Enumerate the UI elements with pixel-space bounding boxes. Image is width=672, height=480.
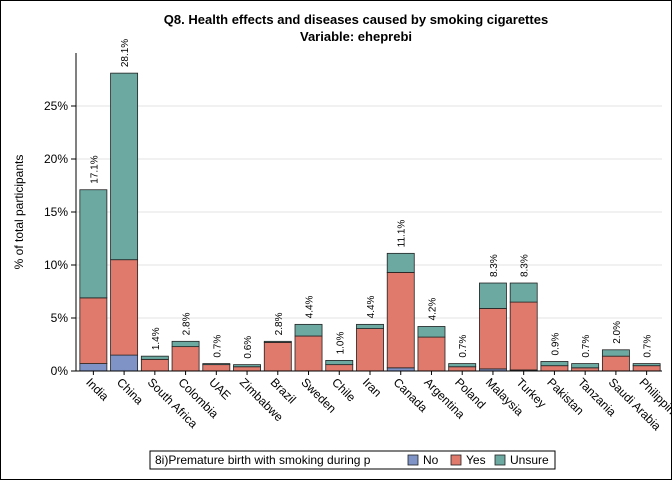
data-label: 17.1% bbox=[89, 155, 100, 183]
legend-swatch-yes bbox=[450, 454, 462, 466]
data-label: 0.7% bbox=[581, 335, 592, 358]
bar-segment-unsure bbox=[509, 282, 538, 303]
legend-label-unsure: Unsure bbox=[510, 453, 549, 467]
bar-segment-yes bbox=[509, 301, 538, 371]
bar-segment-unsure bbox=[571, 363, 600, 369]
legend-title: 8i)Premature birth with smoking during p bbox=[155, 453, 371, 467]
data-label: 0.7% bbox=[212, 335, 223, 358]
x-category-label: UAE bbox=[206, 375, 233, 402]
y-tick-label: 15% bbox=[44, 205, 68, 219]
data-label: 1.0% bbox=[335, 331, 346, 354]
bar-segment-no bbox=[110, 354, 139, 372]
bar-segment-unsure bbox=[294, 323, 323, 337]
bar-segment-yes bbox=[79, 297, 108, 364]
bar-segment-unsure bbox=[110, 72, 139, 261]
bar-segment-yes bbox=[632, 365, 661, 372]
y-tick-label: 10% bbox=[44, 258, 68, 272]
data-label: 1.4% bbox=[151, 327, 162, 350]
x-category-label: Iran bbox=[360, 375, 385, 400]
bar-segment-yes bbox=[110, 259, 139, 356]
bar-segment-unsure bbox=[632, 363, 661, 367]
bar-segment-yes bbox=[140, 358, 169, 372]
bar-segment-yes bbox=[540, 365, 569, 372]
chart-subtitle: Variable: eheprebi bbox=[300, 29, 412, 44]
bar-segment-yes bbox=[356, 328, 384, 372]
bar-segment-yes bbox=[601, 355, 630, 372]
data-label: 2.0% bbox=[612, 321, 623, 344]
legend-label-no: No bbox=[423, 453, 439, 467]
bar-segment-yes bbox=[171, 346, 200, 372]
y-ticks: 0% 5% 10% 15% 20% 25% bbox=[44, 99, 76, 378]
bar-segment-yes bbox=[417, 336, 446, 372]
y-tick-label: 20% bbox=[44, 152, 68, 166]
bar-segment-unsure bbox=[386, 252, 415, 273]
y-tick-label: 0% bbox=[51, 364, 69, 378]
bar-segment-unsure bbox=[448, 363, 477, 368]
legend-swatch-unsure bbox=[494, 454, 506, 466]
bar-segment-yes bbox=[202, 364, 231, 372]
legend-swatch-no bbox=[407, 454, 419, 466]
data-label: 2.8% bbox=[274, 312, 285, 335]
bar-segment-yes bbox=[448, 366, 477, 372]
data-label: 0.6% bbox=[243, 336, 254, 359]
bar-segment-unsure bbox=[417, 326, 446, 338]
data-label: 8.3% bbox=[489, 254, 500, 277]
data-label: 28.1% bbox=[120, 39, 131, 67]
bar-segment-yes bbox=[294, 335, 323, 372]
bar-segment-unsure bbox=[233, 364, 261, 368]
bar-segment-unsure bbox=[325, 359, 354, 366]
y-axis-label: % of total participants bbox=[12, 155, 26, 270]
legend-label-yes: Yes bbox=[466, 453, 486, 467]
bars bbox=[79, 72, 661, 372]
data-label: 4.4% bbox=[305, 295, 316, 318]
bar-segment-no bbox=[79, 363, 108, 372]
bar-segment-yes bbox=[263, 341, 292, 372]
data-label: 4.2% bbox=[427, 298, 438, 321]
y-tick-label: 5% bbox=[51, 311, 69, 325]
x-category-label: India bbox=[83, 375, 112, 404]
y-tick-label: 25% bbox=[44, 99, 68, 113]
bar-segment-yes bbox=[325, 364, 354, 372]
x-category-label: China bbox=[114, 375, 146, 407]
bar-segment-unsure bbox=[601, 349, 630, 357]
data-label: 0.9% bbox=[550, 333, 561, 356]
bar-segment-unsure bbox=[540, 361, 569, 367]
data-label: 0.7% bbox=[458, 335, 469, 358]
chart-title: Q8. Health effects and diseases caused b… bbox=[164, 12, 548, 27]
bar-segment-unsure bbox=[171, 340, 200, 348]
bar-segment-unsure bbox=[263, 340, 292, 343]
bar-segment-yes bbox=[479, 308, 507, 370]
data-label: 2.8% bbox=[182, 312, 193, 335]
bar-segment-unsure bbox=[202, 363, 231, 366]
data-label: 4.4% bbox=[366, 295, 377, 318]
legend: 8i)Premature birth with smoking during p… bbox=[149, 450, 556, 470]
bar-segment-unsure bbox=[356, 323, 384, 329]
data-label: 11.1% bbox=[397, 220, 408, 248]
bar-segment-unsure bbox=[479, 282, 507, 309]
bar-segment-unsure bbox=[79, 189, 108, 299]
bar-segment-unsure bbox=[140, 355, 169, 360]
bar-segment-yes bbox=[386, 272, 415, 369]
gridlines bbox=[76, 105, 662, 319]
bar-segment-yes bbox=[233, 366, 261, 372]
data-label: 0.7% bbox=[643, 335, 654, 358]
data-labels: 17.1% 28.1% 1.4% 2.8% 0.7% 0.6% 2.8% 4.4% 1.0% 4.… bbox=[89, 39, 653, 359]
data-label: 8.3% bbox=[520, 254, 531, 277]
